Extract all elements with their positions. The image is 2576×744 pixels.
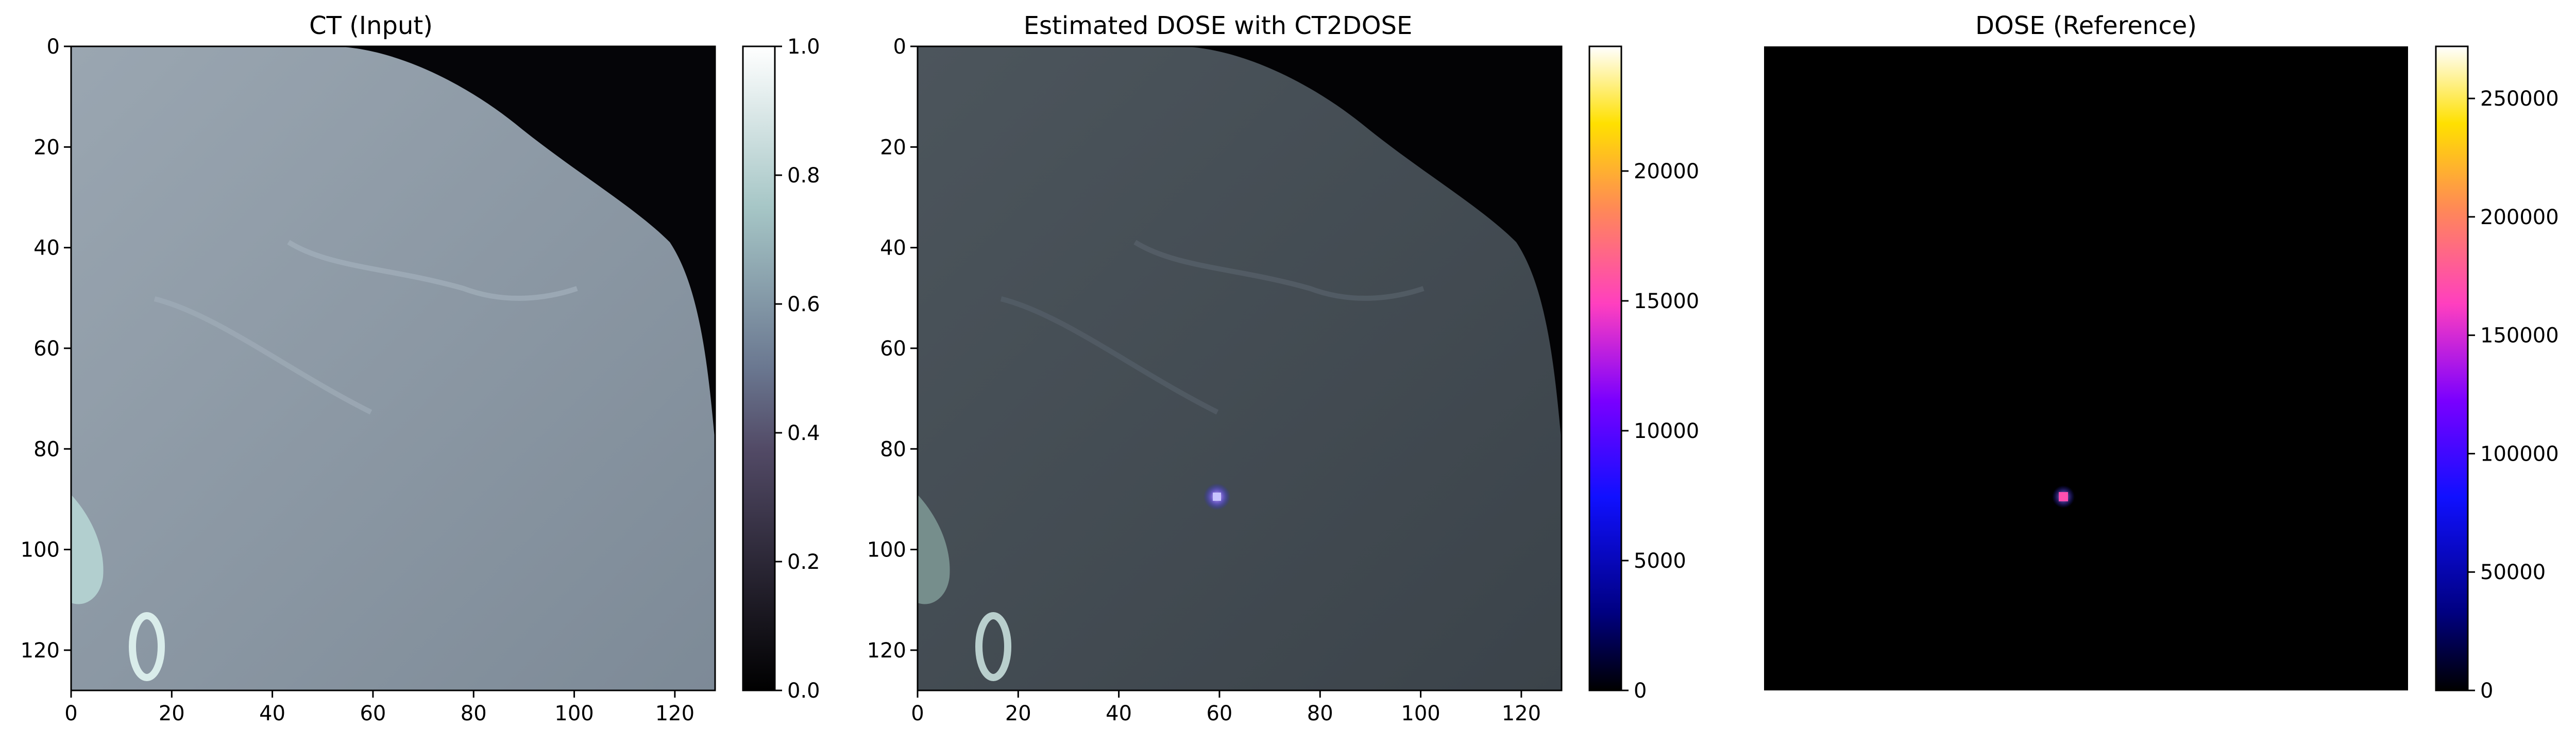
colorbar-tick-label: 0.6: [787, 293, 820, 316]
bone-structure: [918, 495, 950, 604]
x-tick-label: 100: [554, 702, 594, 725]
plot-frame: [70, 45, 716, 691]
y-tick-label: 60: [880, 337, 906, 361]
panel-ct-input: CT (Input) 0 20 40 60 80 100 120 0 20 40 60 80 100 1…: [21, 11, 820, 725]
x-tick-label: 80: [461, 702, 487, 725]
colorbar-tick-label: 0: [1634, 679, 1647, 703]
x-tick-label: 60: [360, 702, 386, 725]
colorbar-ticks: 0 5000 10000 15000 20000: [1621, 160, 1699, 703]
x-tick-label: 120: [1502, 702, 1541, 725]
y-tick-label: 60: [33, 337, 60, 361]
vessel-line: [154, 296, 372, 415]
colorbar-tick-label: 1.0: [787, 35, 820, 59]
colorbar-tick-label: 0: [2480, 679, 2493, 703]
colorbar-tick-label: 0.0: [787, 679, 820, 703]
image-area: [1764, 46, 2408, 690]
colorbar-tick-label: 5000: [1634, 549, 1686, 573]
colorbar-tick-label: 200000: [2480, 206, 2559, 229]
x-tick-label: 40: [259, 702, 285, 725]
y-tick-label: 20: [880, 136, 906, 159]
plot-frame: [917, 45, 1563, 691]
colorbar-ticks: 0.0 0.2 0.4 0.6 0.8 1.0: [775, 35, 820, 703]
tissue-region: [71, 46, 715, 690]
x-tick-label: 40: [1106, 702, 1132, 725]
chart-title: CT (Input): [309, 11, 433, 40]
y-tick-label: 100: [21, 538, 60, 562]
vessel-line: [287, 240, 578, 301]
y-tick-label: 40: [880, 236, 906, 260]
colorbar: [1588, 45, 1622, 691]
x-tick-label: 0: [911, 702, 924, 725]
bone-ring: [129, 612, 165, 681]
colorbar-tick-label: 0.4: [787, 421, 820, 445]
dose-hotspot: [1213, 493, 1222, 501]
colorbar-tick-label: 250000: [2480, 87, 2559, 111]
vessel-line: [1000, 296, 1219, 415]
x-tick-label: 60: [1206, 702, 1232, 725]
panel-estimated-dose: Estimated DOSE with CT2DOSE 0 20 40 60 80 100…: [867, 11, 1700, 725]
colorbar-tick-label: 0.8: [787, 164, 820, 188]
x-tick-label: 20: [1005, 702, 1031, 725]
colorbar-tick-label: 50000: [2480, 561, 2546, 584]
y-tick-label: 0: [893, 35, 906, 59]
y-tick-label: 100: [867, 538, 906, 562]
chart-title: Estimated DOSE with CT2DOSE: [1024, 11, 1413, 40]
x-tick-label: 100: [1401, 702, 1440, 725]
tissue-region: [918, 46, 1562, 690]
colorbar-tick-label: 100000: [2480, 442, 2559, 466]
colorbar-tick-label: 0.2: [787, 550, 820, 574]
colorbar-ticks: 0 50000 100000 150000 200000 250000: [2468, 87, 2559, 703]
colorbar-tick-label: 10000: [1634, 419, 1699, 443]
x-tick-label: 120: [655, 702, 694, 725]
y-tick-label: 120: [21, 639, 60, 663]
vessel-line: [1133, 240, 1425, 301]
dose-hotspot: [2059, 492, 2069, 502]
y-tick-label: 80: [33, 437, 60, 461]
chart-title: DOSE (Reference): [1975, 11, 2197, 40]
colorbar-tick-label: 15000: [1634, 290, 1699, 313]
x-tick-label: 20: [159, 702, 185, 725]
y-axis: 0 20 40 60 80 100 120: [867, 35, 918, 663]
bone-structure: [71, 495, 104, 604]
y-axis: 0 20 40 60 80 100 120: [21, 35, 71, 663]
image-area: [918, 46, 1562, 690]
x-tick-label: 0: [64, 702, 77, 725]
colorbar: [742, 45, 776, 691]
x-axis: 0 20 40 60 80 100 120: [911, 690, 1541, 725]
colorbar: [2435, 45, 2469, 691]
bone-ring: [975, 612, 1011, 681]
image-area: [71, 46, 715, 690]
x-tick-label: 80: [1307, 702, 1333, 725]
colorbar-tick-label: 20000: [1634, 160, 1699, 183]
x-axis: 0 20 40 60 80 100 120: [64, 690, 694, 725]
y-tick-label: 0: [47, 35, 60, 59]
panel-dose-reference: DOSE (Reference) 0 50000 100000 150000 20000…: [1764, 11, 2559, 703]
y-tick-label: 40: [33, 236, 60, 260]
colorbar-tick-label: 150000: [2480, 324, 2559, 348]
y-tick-label: 80: [880, 437, 906, 461]
y-tick-label: 20: [33, 136, 60, 159]
y-tick-label: 120: [867, 639, 906, 663]
